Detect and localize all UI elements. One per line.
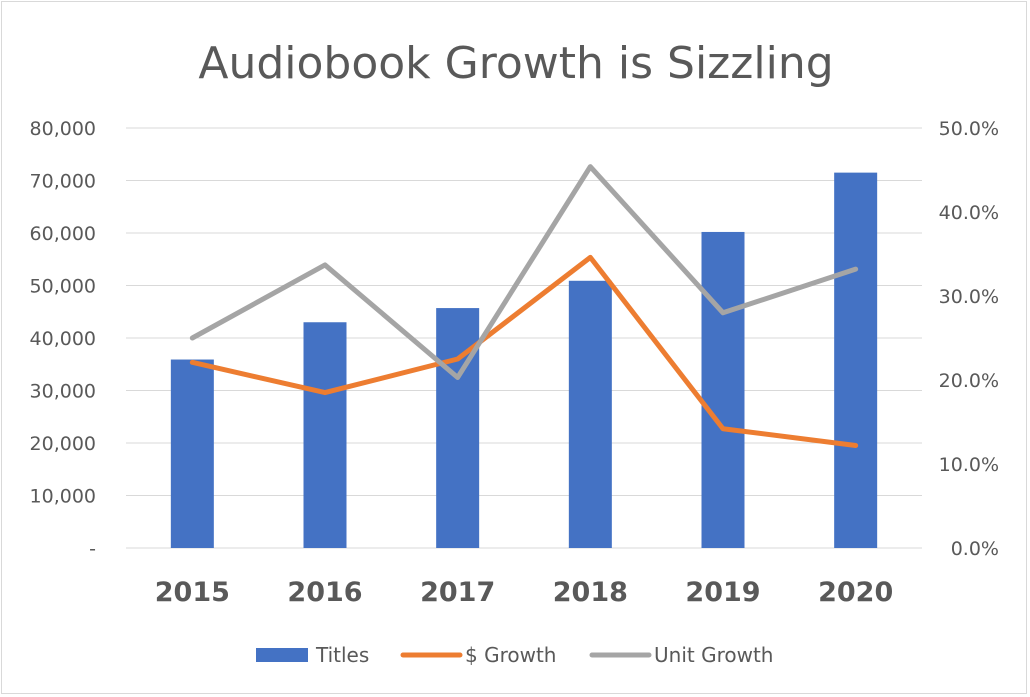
growth-line [189, 254, 859, 449]
titles-bar [436, 308, 480, 548]
right-axis-labels: 0.0% 10.0% 20.0% 30.0% 40.0% 50.0% [939, 118, 999, 560]
titles-bar [303, 322, 347, 548]
titles-bar [568, 280, 612, 548]
legend-label-titles: Titles [315, 643, 369, 667]
category-label: 2016 [287, 577, 362, 608]
chart-title: Audiobook Growth is Sizzling [198, 38, 833, 89]
left-tick-label: 30,000 [30, 381, 96, 403]
gridlines [126, 127, 922, 549]
legend: Titles $ Growth Unit Growth [256, 643, 773, 667]
growth-lines [189, 164, 859, 449]
right-tick-label: 40.0% [939, 202, 999, 224]
titles-bar [834, 172, 878, 548]
left-tick-label: 40,000 [30, 328, 96, 350]
right-tick-label: 30.0% [939, 286, 999, 308]
titles-bar [170, 359, 214, 548]
legend-swatch-titles [256, 648, 308, 662]
category-label: 2017 [420, 577, 495, 608]
right-tick-label: 50.0% [939, 118, 999, 140]
category-label: 2015 [155, 577, 230, 608]
left-tick-label: 50,000 [30, 276, 96, 298]
right-tick-label: 20.0% [939, 370, 999, 392]
titles-bar [701, 231, 745, 548]
titles-bars [170, 172, 878, 548]
left-axis-labels: - 10,000 20,000 30,000 40,000 50,000 60,000 70,… [30, 118, 96, 560]
right-tick-label: 10.0% [939, 454, 999, 476]
left-tick-label: - [89, 538, 96, 560]
left-tick-label: 80,000 [30, 118, 96, 140]
left-tick-label: 70,000 [30, 171, 96, 193]
left-tick-label: 60,000 [30, 223, 96, 245]
legend-label-unit-growth: Unit Growth [654, 643, 773, 667]
category-label: 2019 [685, 577, 760, 608]
right-tick-label: 0.0% [951, 538, 999, 560]
legend-label-growth: $ Growth [465, 643, 556, 667]
unit-growth-line [189, 164, 859, 380]
left-tick-label: 20,000 [30, 433, 96, 455]
category-axis-labels: 2015 2016 2017 2018 2019 2020 [155, 577, 893, 608]
left-tick-label: 10,000 [30, 486, 96, 508]
category-label: 2020 [818, 577, 893, 608]
category-label: 2018 [553, 577, 628, 608]
